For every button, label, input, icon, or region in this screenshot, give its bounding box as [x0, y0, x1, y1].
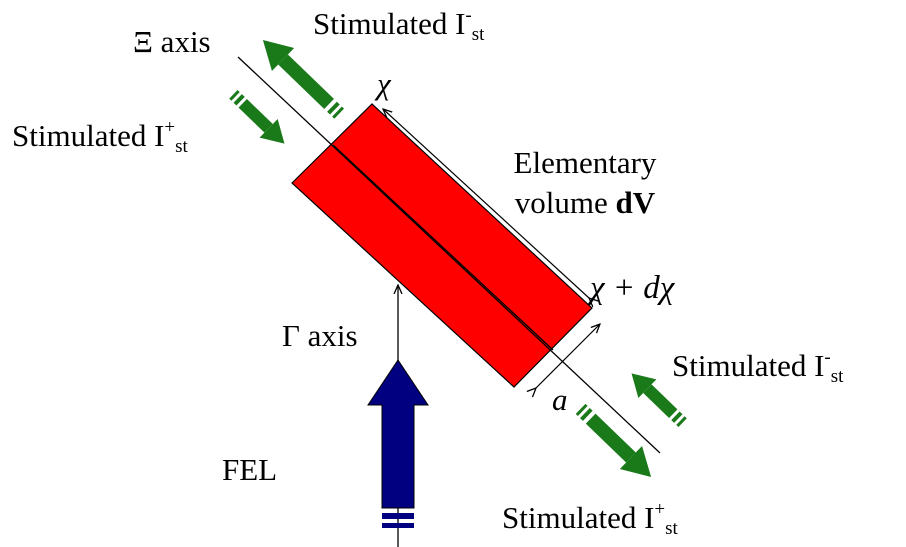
chi-label: χ — [377, 66, 391, 101]
green-arrow-plus-upper — [229, 89, 285, 144]
stimulated-minus-right-label: Stimulated I-st — [672, 347, 844, 387]
stimulated-minus-top-label: Stimulated I-st — [313, 5, 485, 45]
green-arrow-minus-lower — [631, 373, 687, 428]
fel-arrow — [367, 359, 429, 528]
green-arrow-minus-upper — [262, 40, 345, 119]
xi-axis-line — [237, 56, 661, 454]
fel-label: FEL — [222, 452, 278, 487]
a-label: a — [552, 382, 568, 417]
xi-axis-label: Ξ axis — [133, 24, 211, 59]
stimulated-plus-bottom-label: Stimulated I+st — [502, 499, 678, 539]
chi-plus-dchi-label: χ + dχ — [590, 270, 675, 306]
gamma-axis-label: Γ axis — [282, 318, 358, 353]
stimulated-plus-left-label: Stimulated I+st — [12, 117, 188, 157]
a-dimension-arrow — [536, 324, 600, 388]
green-arrow-plus-lower — [575, 403, 652, 477]
chi-dimension-arrow — [383, 109, 589, 298]
elementary-volume-label: Elementary volume dV — [513, 145, 657, 221]
